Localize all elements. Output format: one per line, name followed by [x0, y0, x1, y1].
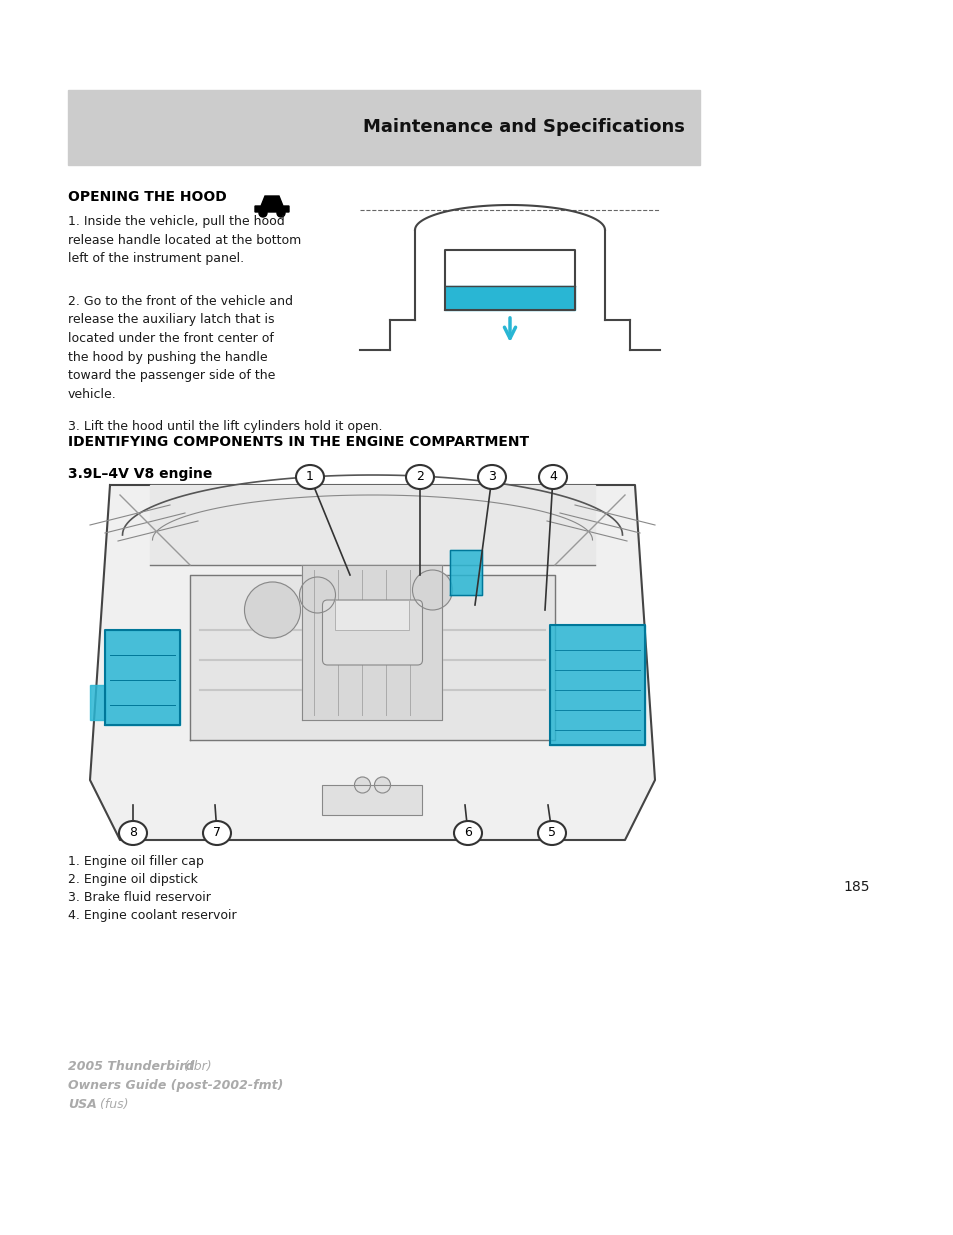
Ellipse shape: [295, 466, 324, 489]
Text: 2. Engine oil dipstick: 2. Engine oil dipstick: [68, 873, 197, 885]
Circle shape: [276, 209, 285, 217]
Ellipse shape: [119, 821, 147, 845]
Polygon shape: [105, 630, 180, 725]
Polygon shape: [302, 564, 442, 720]
Circle shape: [375, 777, 390, 793]
Polygon shape: [190, 576, 555, 740]
Text: Owners Guide (post-2002-fmt): Owners Guide (post-2002-fmt): [68, 1079, 283, 1092]
Circle shape: [258, 209, 267, 217]
Text: (fus): (fus): [96, 1098, 129, 1112]
Ellipse shape: [454, 821, 481, 845]
Ellipse shape: [538, 466, 566, 489]
Text: 3. Lift the hood until the lift cylinders hold it open.: 3. Lift the hood until the lift cylinder…: [68, 420, 382, 433]
Polygon shape: [254, 196, 289, 212]
Text: 4: 4: [549, 471, 557, 483]
Bar: [322, 785, 422, 815]
Circle shape: [244, 582, 300, 638]
Ellipse shape: [203, 821, 231, 845]
Text: 8: 8: [129, 826, 137, 840]
Circle shape: [355, 777, 370, 793]
Polygon shape: [444, 287, 575, 310]
Ellipse shape: [477, 466, 505, 489]
Text: 7: 7: [213, 826, 221, 840]
Text: 1. Inside the vehicle, pull the hood
release handle located at the bottom
left o: 1. Inside the vehicle, pull the hood rel…: [68, 215, 301, 266]
Text: 5: 5: [547, 826, 556, 840]
Text: OPENING THE HOOD: OPENING THE HOOD: [68, 190, 227, 204]
Bar: [68, 90, 700, 165]
Text: 3. Brake fluid reservoir: 3. Brake fluid reservoir: [68, 890, 211, 904]
Polygon shape: [450, 550, 482, 595]
Text: (tbr): (tbr): [180, 1060, 212, 1073]
Circle shape: [412, 571, 452, 610]
Text: 1: 1: [306, 471, 314, 483]
Text: 185: 185: [842, 881, 869, 894]
Polygon shape: [90, 685, 105, 720]
Text: 4. Engine coolant reservoir: 4. Engine coolant reservoir: [68, 909, 236, 923]
Text: 3.9L–4V V8 engine: 3.9L–4V V8 engine: [68, 467, 213, 480]
Text: 2: 2: [416, 471, 423, 483]
Bar: [335, 600, 409, 630]
Polygon shape: [550, 625, 644, 745]
FancyBboxPatch shape: [322, 600, 422, 664]
Text: 3: 3: [488, 471, 496, 483]
Text: IDENTIFYING COMPONENTS IN THE ENGINE COMPARTMENT: IDENTIFYING COMPONENTS IN THE ENGINE COM…: [68, 435, 529, 450]
Text: 2005 Thunderbird: 2005 Thunderbird: [68, 1060, 194, 1073]
Text: 1. Engine oil filler cap: 1. Engine oil filler cap: [68, 855, 204, 868]
Ellipse shape: [537, 821, 565, 845]
Text: 6: 6: [463, 826, 472, 840]
Polygon shape: [90, 485, 655, 840]
Circle shape: [299, 577, 335, 613]
Polygon shape: [444, 249, 575, 287]
Text: 2. Go to the front of the vehicle and
release the auxiliary latch that is
locate: 2. Go to the front of the vehicle and re…: [68, 295, 293, 400]
Text: Maintenance and Specifications: Maintenance and Specifications: [363, 119, 684, 137]
Ellipse shape: [406, 466, 434, 489]
Polygon shape: [150, 485, 595, 564]
Text: USA: USA: [68, 1098, 96, 1112]
